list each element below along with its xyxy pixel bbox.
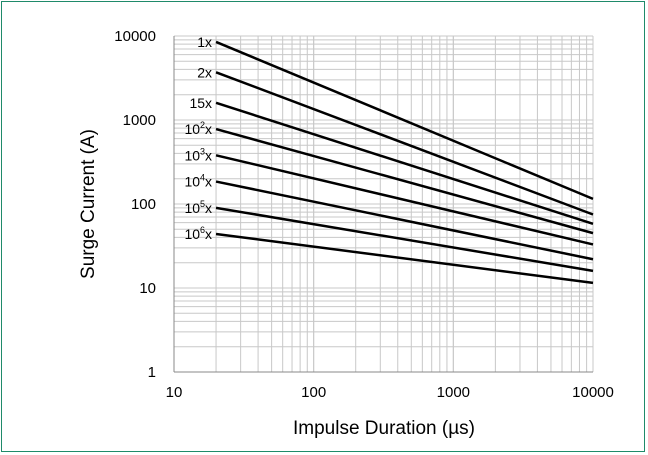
series-label: 1x xyxy=(197,34,212,50)
x-axis-title: Impulse Duration (µs) xyxy=(293,418,475,439)
grid xyxy=(173,35,594,373)
series-line xyxy=(215,180,594,261)
y-axis-title: Surge Current (A) xyxy=(78,129,99,279)
y-tick-label: 100 xyxy=(131,196,156,213)
y-tick-label: 1 xyxy=(148,364,156,381)
series-line xyxy=(215,154,594,246)
series-label: 15x xyxy=(189,95,212,111)
series-label: 105x xyxy=(184,199,212,216)
series-label: 106x xyxy=(184,225,212,242)
series-line xyxy=(215,40,594,201)
series-label: 102x xyxy=(184,120,212,137)
x-tick-label: 100 xyxy=(301,384,326,401)
series-line xyxy=(215,127,594,235)
series-label: 2x xyxy=(197,64,212,80)
x-tick-label: 1000 xyxy=(437,384,470,401)
series-labels: 1x 2x 15x 102x 103x 104x 105x 106x xyxy=(184,34,212,242)
y-tick-label: 10000 xyxy=(114,28,156,45)
y-tick-label: 10 xyxy=(139,280,156,297)
x-tick-label: 10000 xyxy=(572,384,614,401)
y-tick-label: 1000 xyxy=(123,112,156,129)
series-lines xyxy=(215,40,594,285)
tick-labels: 10 100 1000 10000 1 10 100 1000 10000 xyxy=(114,28,614,401)
series-line xyxy=(215,206,594,273)
x-tick-label: 10 xyxy=(166,384,183,401)
series-label: 104x xyxy=(184,173,212,190)
series-line xyxy=(215,232,594,285)
series-line xyxy=(215,71,594,216)
series-label: 103x xyxy=(184,146,212,163)
axes xyxy=(173,36,593,373)
series-line xyxy=(215,101,594,226)
